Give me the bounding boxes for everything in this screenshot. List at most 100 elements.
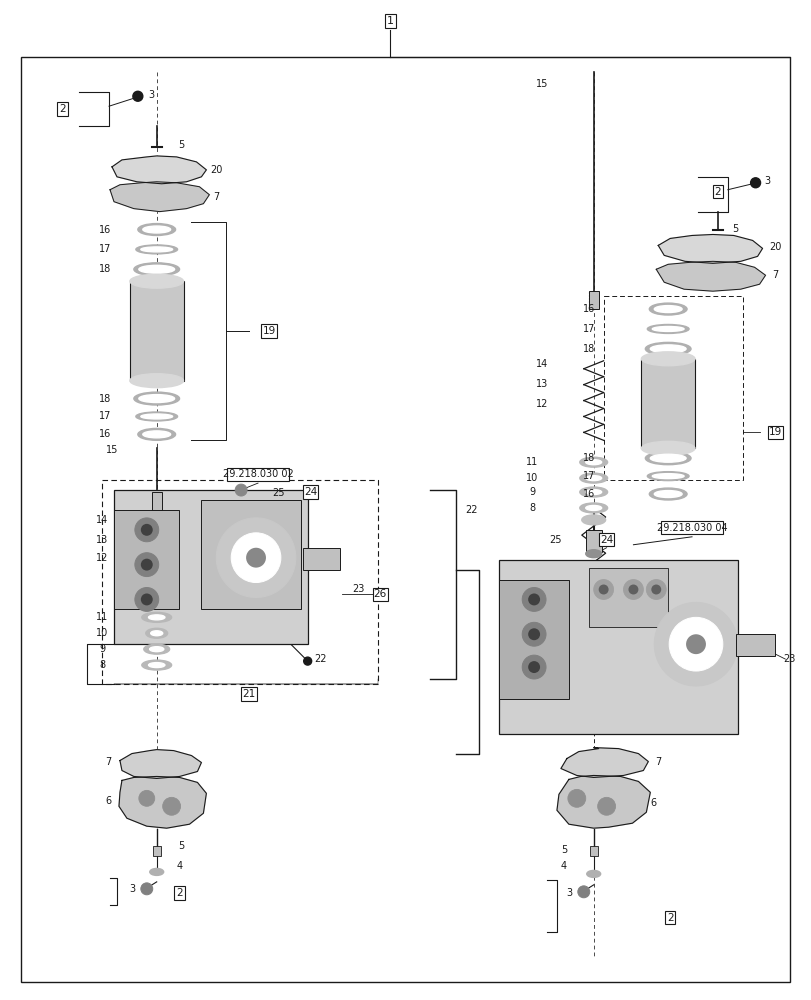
Text: 2: 2 (59, 104, 66, 114)
Text: 8: 8 (99, 660, 105, 670)
Text: 5: 5 (178, 140, 184, 150)
Text: 1: 1 (386, 16, 393, 26)
Ellipse shape (641, 441, 694, 455)
FancyBboxPatch shape (599, 533, 613, 546)
Circle shape (521, 588, 545, 611)
FancyBboxPatch shape (767, 426, 782, 439)
Circle shape (527, 593, 539, 605)
Circle shape (685, 634, 705, 654)
Ellipse shape (143, 226, 170, 233)
Circle shape (593, 580, 613, 599)
Text: 29.218.030 04: 29.218.030 04 (656, 523, 727, 533)
Ellipse shape (140, 247, 173, 252)
Polygon shape (658, 234, 762, 263)
Circle shape (567, 789, 585, 807)
Bar (588, 291, 598, 309)
Ellipse shape (135, 412, 178, 421)
Text: 29.218.030 02: 29.218.030 02 (222, 469, 293, 479)
Bar (102, 480, 378, 684)
Circle shape (135, 553, 158, 577)
Polygon shape (120, 750, 201, 778)
Ellipse shape (130, 274, 183, 288)
Bar (152, 846, 161, 856)
Ellipse shape (650, 454, 685, 462)
FancyBboxPatch shape (384, 14, 395, 28)
Bar (588, 568, 667, 627)
Text: 17: 17 (99, 244, 111, 254)
Ellipse shape (134, 263, 179, 276)
Circle shape (597, 797, 615, 815)
Text: 4: 4 (176, 861, 182, 871)
Circle shape (749, 178, 760, 188)
Circle shape (303, 657, 311, 665)
Text: 2: 2 (714, 187, 720, 197)
Ellipse shape (149, 868, 164, 875)
Circle shape (527, 628, 539, 640)
Circle shape (577, 886, 589, 898)
Text: 17: 17 (581, 471, 594, 481)
Text: 3: 3 (148, 90, 155, 100)
Ellipse shape (649, 303, 686, 315)
Circle shape (135, 518, 158, 542)
Ellipse shape (649, 488, 686, 500)
Bar (201, 500, 300, 609)
Ellipse shape (151, 631, 162, 636)
Text: 10: 10 (96, 628, 108, 638)
Text: 20: 20 (768, 242, 781, 252)
Text: 20: 20 (210, 165, 222, 175)
Text: 7: 7 (771, 270, 778, 280)
Text: 26: 26 (373, 589, 386, 599)
Ellipse shape (585, 505, 601, 510)
Bar (603, 296, 742, 480)
FancyBboxPatch shape (660, 521, 722, 534)
Circle shape (235, 484, 247, 496)
Text: 6: 6 (650, 798, 655, 808)
Ellipse shape (138, 224, 175, 235)
Bar (303, 548, 340, 570)
Ellipse shape (144, 644, 169, 654)
Text: 3: 3 (763, 176, 770, 186)
Text: 25: 25 (549, 535, 561, 545)
Ellipse shape (143, 431, 170, 438)
Circle shape (140, 559, 152, 571)
Text: 16: 16 (99, 225, 111, 235)
Ellipse shape (585, 490, 601, 495)
Ellipse shape (579, 457, 607, 467)
Circle shape (216, 518, 295, 597)
Polygon shape (112, 156, 206, 184)
Ellipse shape (138, 428, 175, 440)
Text: 17: 17 (581, 324, 594, 334)
Bar (585, 530, 601, 552)
Circle shape (140, 593, 152, 605)
Text: 2: 2 (176, 888, 182, 898)
Ellipse shape (641, 352, 694, 366)
Bar (641, 359, 694, 448)
Bar (499, 580, 569, 699)
Text: 5: 5 (732, 224, 738, 234)
Ellipse shape (645, 452, 690, 465)
Ellipse shape (579, 473, 607, 483)
Text: 15: 15 (535, 79, 547, 89)
Text: 21: 21 (242, 689, 255, 699)
Ellipse shape (139, 265, 174, 273)
Text: 23: 23 (782, 654, 795, 664)
Text: 19: 19 (262, 326, 275, 336)
Bar (114, 490, 307, 644)
Text: 4: 4 (560, 861, 566, 871)
Bar (499, 560, 737, 734)
Text: 9: 9 (99, 644, 105, 654)
Circle shape (133, 91, 143, 101)
Circle shape (646, 580, 665, 599)
Ellipse shape (144, 592, 169, 602)
Ellipse shape (135, 245, 178, 254)
Text: 16: 16 (582, 489, 594, 499)
Text: 5: 5 (560, 845, 566, 855)
Circle shape (527, 661, 539, 673)
Ellipse shape (148, 615, 165, 620)
Ellipse shape (650, 345, 685, 353)
Text: 6: 6 (105, 796, 111, 806)
Text: 2: 2 (666, 913, 672, 923)
Text: 13: 13 (535, 379, 547, 389)
Text: 7: 7 (105, 757, 111, 767)
FancyBboxPatch shape (303, 485, 318, 499)
